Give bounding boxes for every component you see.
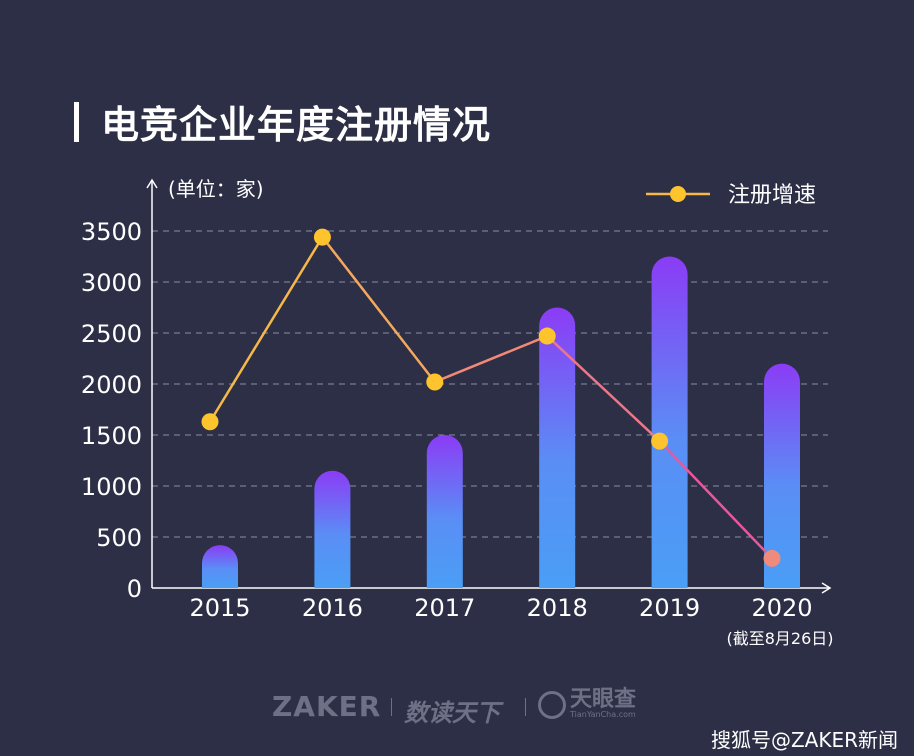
legend: 注册增速	[646, 183, 816, 208]
x-axis-arrow-icon	[821, 582, 832, 594]
brand-shudu: 数读天下	[404, 699, 500, 727]
y-tick-label: 2500	[81, 320, 142, 348]
y-tick-label: 1500	[81, 422, 142, 450]
x-note: (截至8月26日)	[726, 629, 833, 648]
bar	[539, 307, 576, 588]
title-block: 电竞企业年度注册情况	[74, 94, 491, 149]
y-tick-label: 0	[127, 575, 142, 603]
source-credit: 搜狐号@ZAKER新闻	[710, 728, 898, 752]
title-accent-bar	[74, 101, 79, 142]
axes	[146, 178, 832, 594]
x-tick-label: 2017	[414, 594, 475, 622]
brand-divider	[525, 698, 526, 716]
x-tick-label: 2018	[527, 594, 588, 622]
tianyancha-logo-icon	[538, 690, 566, 719]
chart-svg: 0 500 1000 1500 2000 2500 3000 3500 2015 2016 2017…	[81, 177, 834, 648]
footer-brands: ZAKER 数读天下 天眼查 TianYanCha.com	[0, 687, 914, 734]
bar	[314, 470, 351, 588]
x-tick-label: 2015	[189, 594, 250, 622]
y-tick-label: 500	[96, 524, 142, 552]
y-tick-label: 1000	[81, 473, 142, 501]
legend-marker	[670, 186, 686, 202]
bar	[426, 435, 463, 588]
unit-label: (单位：家)	[168, 177, 264, 201]
brand-divider	[391, 698, 392, 716]
grid-lines	[152, 230, 828, 538]
line-segment	[208, 236, 324, 423]
bar	[202, 545, 238, 588]
line-point	[201, 413, 219, 431]
line-point	[313, 228, 331, 246]
x-tick-label: 2016	[302, 594, 363, 622]
growth-line	[201, 228, 781, 567]
line-segment	[321, 236, 436, 383]
y-tick-label: 3500	[81, 218, 142, 246]
line-point	[426, 373, 444, 391]
bar	[764, 363, 800, 588]
chart-title: 电竞企业年度注册情况	[101, 103, 492, 147]
legend-label: 注册增速	[728, 183, 816, 208]
brand-zaker: ZAKER	[272, 690, 382, 723]
line-point	[651, 432, 669, 450]
y-axis-arrow-icon	[146, 178, 158, 189]
y-tick-label: 3000	[81, 269, 142, 297]
line-point	[538, 327, 556, 345]
x-tick-label: 2019	[639, 594, 700, 622]
line-segment	[658, 440, 773, 560]
axis-labels: 0 500 1000 1500 2000 2500 3000 3500 2015 2016 2017…	[81, 218, 813, 622]
y-tick-label: 2000	[81, 371, 142, 399]
line-point	[763, 549, 781, 567]
brand-tyc-sub: TianYanCha.com	[570, 710, 636, 719]
bars	[202, 256, 800, 588]
brand-tianyancha: 天眼查 TianYanCha.com	[538, 687, 637, 719]
line-segment	[546, 335, 661, 443]
line-segment	[434, 334, 548, 384]
bar	[651, 256, 688, 588]
brand-tyc-text: 天眼查	[570, 687, 637, 712]
x-tick-label: 2020	[751, 594, 812, 622]
